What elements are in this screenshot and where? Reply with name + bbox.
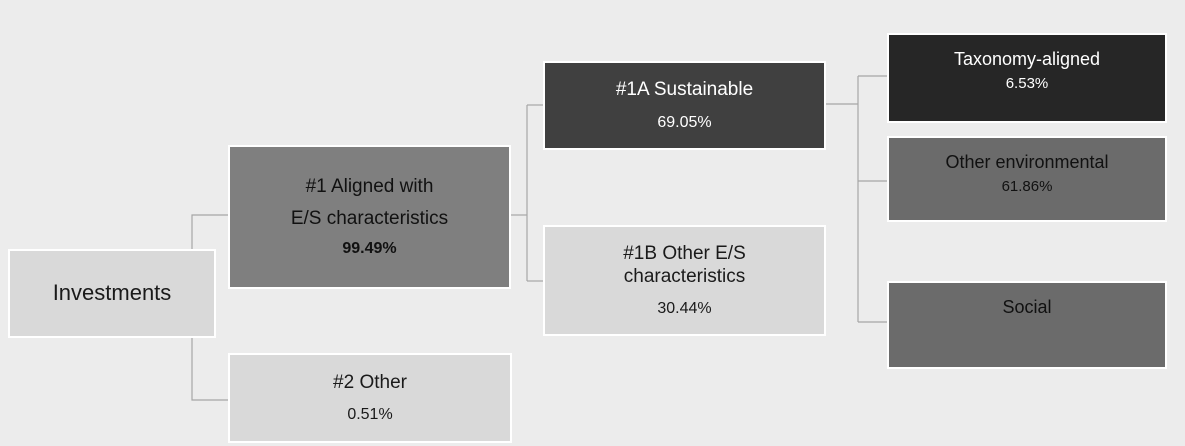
other-es-label-line1: #1B Other E/S bbox=[623, 243, 746, 265]
other-node: #2 Other 0.51% bbox=[228, 353, 512, 443]
sustainable-node: #1A Sustainable 69.05% bbox=[543, 61, 826, 150]
other-percent: 0.51% bbox=[347, 405, 393, 423]
other-label: #2 Other bbox=[333, 372, 407, 393]
other-env-label: Other environmental bbox=[945, 152, 1109, 172]
taxonomy-label: Taxonomy-aligned bbox=[953, 49, 1101, 69]
other-es-label-line2: characteristics bbox=[623, 265, 746, 287]
other-environmental-node: Other environmental 61.86% bbox=[887, 136, 1167, 222]
taxonomy-percent: 6.53% bbox=[1005, 74, 1049, 92]
sustainable-label: #1A Sustainable bbox=[615, 78, 754, 100]
aligned-label-line2: E/S characteristics bbox=[290, 208, 449, 230]
connector-investments-other bbox=[191, 338, 228, 401]
other-env-percent: 61.86% bbox=[1001, 177, 1053, 195]
sustainable-percent: 69.05% bbox=[657, 114, 712, 132]
investments-label: Investments bbox=[52, 280, 172, 306]
social-node: Social bbox=[887, 281, 1167, 369]
investments-node: Investments bbox=[8, 249, 216, 338]
other-es-percent: 30.44% bbox=[657, 299, 712, 317]
aligned-label-line1: #1 Aligned with bbox=[305, 175, 434, 197]
aligned-es-node: #1 Aligned with E/S characteristics 99.4… bbox=[228, 145, 511, 289]
other-es-node: #1B Other E/S characteristics 30.44% bbox=[543, 225, 826, 336]
connector-investments-aligned bbox=[191, 214, 228, 249]
taxonomy-aligned-node: Taxonomy-aligned 6.53% bbox=[887, 33, 1167, 123]
aligned-percent: 99.49% bbox=[342, 240, 397, 258]
social-label: Social bbox=[1002, 297, 1052, 317]
